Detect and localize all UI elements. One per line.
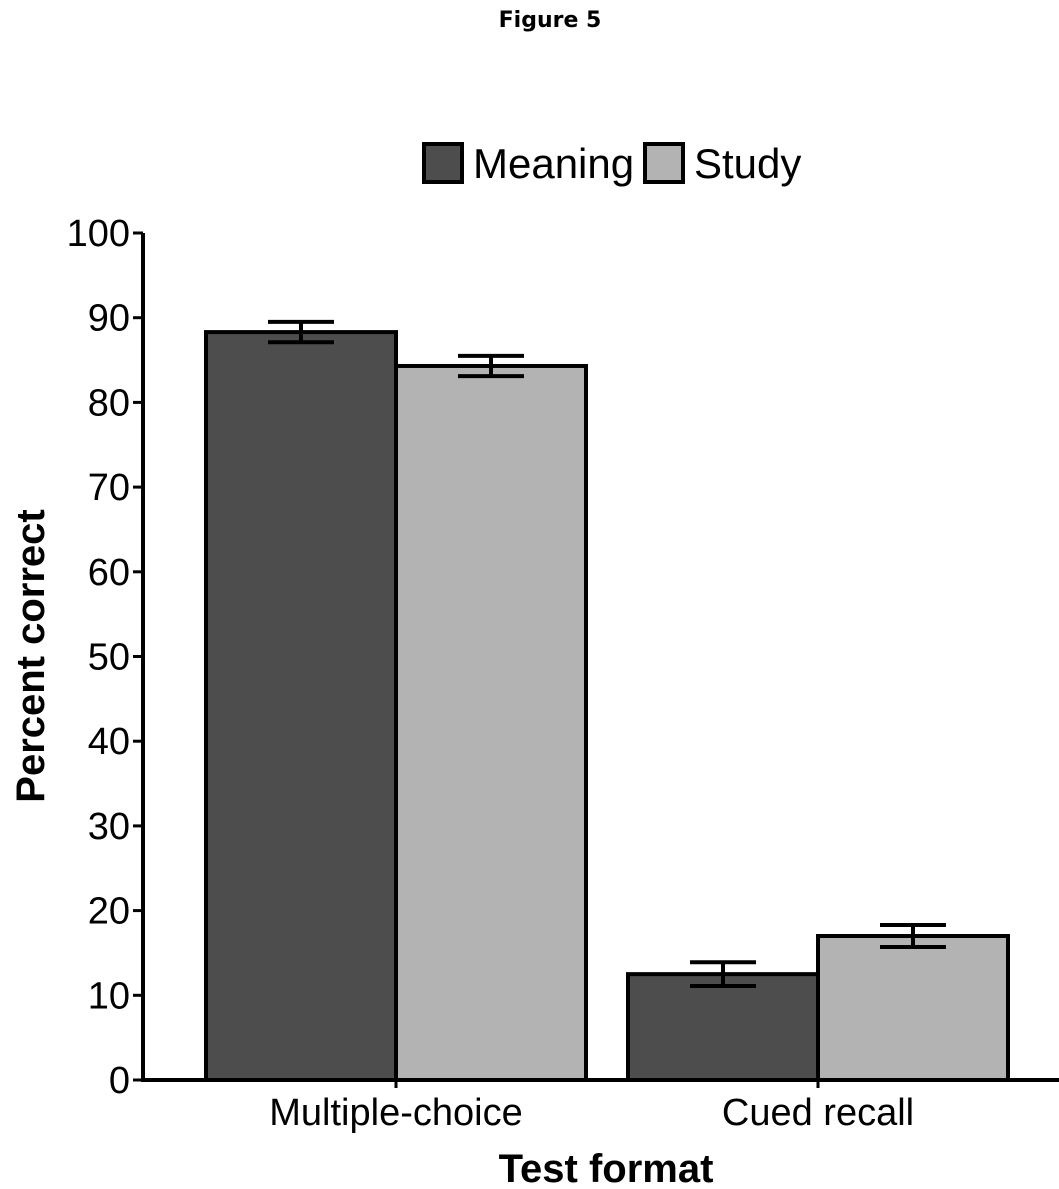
y-tick-label-30: 30 xyxy=(88,806,130,848)
y-tick-label-40: 40 xyxy=(88,721,130,763)
y-tick-label-70: 70 xyxy=(88,467,130,509)
x-category-label-2: Cued recall xyxy=(722,1092,914,1134)
y-tick-label-90: 90 xyxy=(88,298,130,340)
x-category-labels: Multiple-choice Cued recall xyxy=(269,1080,914,1134)
legend-label-study: Study xyxy=(694,140,801,187)
bar-meaning-2 xyxy=(626,972,820,1082)
x-category-label-1: Multiple-choice xyxy=(269,1092,522,1134)
y-tick-label-10: 10 xyxy=(88,975,130,1017)
bar-meaning-1 xyxy=(204,330,398,1082)
figure-title: Figure 5 xyxy=(498,8,602,33)
legend-swatch-meaning xyxy=(422,142,464,184)
legend-swatch-study xyxy=(643,142,685,184)
y-ticks: 0 10 20 30 40 50 60 70 80 90 100 xyxy=(67,213,143,1102)
x-axis-title: Test format xyxy=(499,1147,714,1189)
legend-label-meaning: Meaning xyxy=(473,140,634,187)
y-tick-label-50: 50 xyxy=(88,637,130,679)
bar-study-2 xyxy=(816,934,1010,1083)
bars xyxy=(204,330,1010,1083)
bar-study-1 xyxy=(394,363,588,1082)
y-axis-title: Percent correct xyxy=(9,509,53,802)
legend: Meaning Study xyxy=(422,140,801,187)
error-bars xyxy=(268,319,946,988)
y-tick-label-20: 20 xyxy=(88,891,130,933)
y-tick-label-80: 80 xyxy=(88,382,130,424)
y-tick-label-100: 100 xyxy=(67,213,130,255)
y-tick-label-0: 0 xyxy=(109,1060,130,1102)
y-tick-label-60: 60 xyxy=(88,552,130,594)
